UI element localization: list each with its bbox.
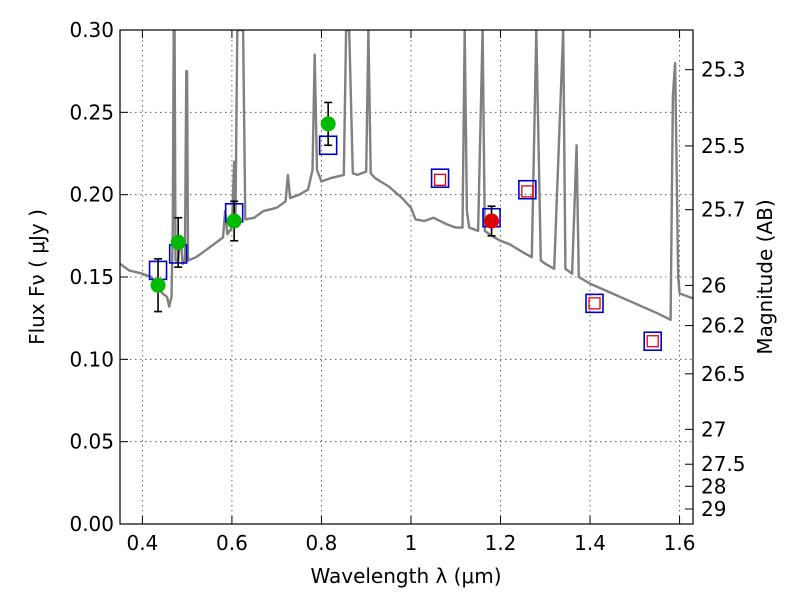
- right-tick-label-1: 25.5: [701, 134, 746, 158]
- y-tick-label-2: 0.10: [69, 347, 114, 371]
- filled-circle-point-1-1: [170, 234, 186, 250]
- y-tick-label-3: 0.15: [69, 265, 114, 289]
- right-axis-title: Magnitude (AB): [753, 199, 777, 354]
- red-inner-square-point-2: [588, 297, 601, 310]
- right-tick-label-2: 25.7: [701, 198, 746, 222]
- x-tick-label-6: 1.6: [664, 531, 696, 555]
- grid-lines: [120, 29, 693, 525]
- y-tick-label-4: 0.20: [69, 183, 114, 207]
- x-tick-label-0: 0.4: [126, 531, 158, 555]
- y-tick-label-6: 0.30: [69, 18, 114, 42]
- right-tick-label-5: 26.5: [701, 362, 746, 386]
- filled-circle-point-1-3: [320, 116, 336, 132]
- blue-square-point-4: [430, 168, 450, 188]
- y-axis: 0.00 0.05 0.10 0.15 0.20 0.25 0.30: [69, 18, 128, 536]
- spectrum-line: [120, 30, 693, 321]
- template-spectrum: [120, 30, 693, 321]
- x-tick-label-2: 0.8: [306, 531, 338, 555]
- right-tick-label-9: 29: [701, 497, 726, 521]
- x-tick-label-3: 1: [405, 531, 418, 555]
- red-inner-square-point-1: [521, 185, 534, 198]
- y-axis-title: Flux Fν ( μJy ): [25, 209, 49, 345]
- x-axis-title: Wavelength λ (μm): [310, 564, 501, 588]
- y-tick-label-5: 0.25: [69, 100, 114, 124]
- right-tick-label-8: 28: [701, 474, 726, 498]
- right-tick-label-7: 27.5: [701, 452, 746, 476]
- red-inner-square-point-3: [646, 335, 659, 348]
- right-tick-label-0: 25.3: [701, 58, 746, 82]
- x-tick-label-1: 0.6: [216, 531, 248, 555]
- blue-square-point-6: [518, 179, 537, 200]
- right-tick-label-3: 26: [701, 273, 726, 297]
- y-tick-label-0: 0.00: [69, 512, 114, 536]
- y-tick-label-1: 0.05: [69, 430, 114, 454]
- red-inner-square-point-0: [433, 173, 447, 186]
- filled-circle-point-1-2: [226, 213, 242, 229]
- filled-circle-point-1-0: [150, 277, 166, 293]
- blue-square-point-8: [643, 331, 663, 352]
- data-points: [148, 101, 663, 352]
- x-axis: 0.4 0.6 0.8 1 1.2 1.4 1.6: [126, 30, 695, 555]
- filled-circle-point-2-0: [484, 213, 500, 229]
- blue-square-point-7: [585, 293, 604, 314]
- x-tick-label-4: 1.2: [485, 531, 517, 555]
- x-tick-label-5: 1.4: [574, 531, 606, 555]
- right-tick-label-4: 26.2: [701, 314, 746, 338]
- right-tick-label-6: 27: [701, 417, 726, 441]
